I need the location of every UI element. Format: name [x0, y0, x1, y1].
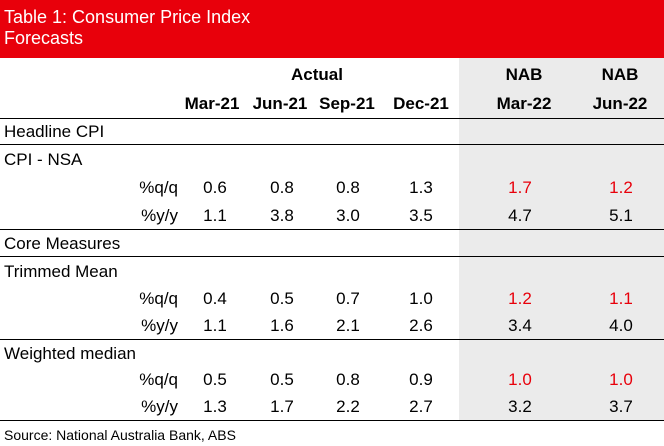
table-cell: 2.2: [336, 397, 360, 416]
group-label-cpi-nsa: CPI - NSA: [4, 150, 83, 169]
header-nab-2: NAB: [601, 65, 639, 84]
rule: [0, 339, 664, 340]
table-cell: 0.5: [203, 370, 227, 389]
table-cell: 3.7: [609, 397, 633, 416]
col-header-sep21: Sep-21: [319, 94, 375, 113]
table-cell: 1.1: [203, 206, 227, 225]
table-cell: 4.0: [609, 316, 633, 335]
table-cell: 2.1: [336, 316, 360, 335]
table-cell-forecast: 1.1: [609, 289, 633, 308]
table-cell: 1.3: [203, 397, 227, 416]
table-cell: 0.7: [336, 289, 360, 308]
table-cell: 0.8: [336, 370, 360, 389]
table-cell: 1.1: [203, 316, 227, 335]
table-cell: 3.2: [508, 397, 532, 416]
rule: [0, 229, 664, 230]
col-header-jun22: Jun-22: [592, 94, 648, 113]
bottom-rule: [0, 420, 664, 421]
table-cell: 1.0: [409, 289, 433, 308]
source-note: Source: National Australia Bank, ABS: [4, 427, 236, 443]
group-label-weighted-median: Weighted median: [4, 344, 136, 363]
table-cell: 4.7: [508, 206, 532, 225]
col-header-mar22: Mar-22: [496, 94, 552, 113]
section-headline-cpi: Headline CPI: [4, 122, 105, 141]
title-line-1: Table 1: Consumer Price Index: [4, 7, 251, 27]
table-title: Table 1: Consumer Price Index Forecasts: [0, 0, 664, 58]
table-cell: 3.5: [409, 206, 433, 225]
row-label-qq: %q/q: [139, 370, 178, 389]
table-cell: 0.9: [409, 370, 433, 389]
row-label-yy: %y/y: [141, 316, 178, 335]
table-cell: 0.5: [270, 370, 294, 389]
table-cell-forecast: 1.7: [508, 178, 532, 197]
col-header-dec21: Dec-21: [393, 94, 449, 113]
header-rule: [0, 118, 664, 119]
table-cell-forecast: 1.0: [508, 370, 532, 389]
col-header-jun21: Jun-21: [252, 94, 308, 113]
table-cell: 0.4: [203, 289, 227, 308]
table-cell: 0.8: [336, 178, 360, 197]
row-label-yy: %y/y: [141, 397, 178, 416]
table-cell: 3.8: [270, 206, 294, 225]
section-core-measures: Core Measures: [4, 234, 121, 253]
table-cell: 1.7: [270, 397, 294, 416]
row-label-yy: %y/y: [141, 206, 178, 225]
row-label-qq: %q/q: [139, 178, 178, 197]
table-cell: 1.3: [409, 178, 433, 197]
col-header-mar21: Mar-21: [184, 94, 240, 113]
table-cell-forecast: 1.2: [609, 178, 633, 197]
table-cell: 5.1: [609, 206, 633, 225]
header-nab-1: NAB: [505, 65, 543, 84]
table-cell: 3.4: [508, 316, 532, 335]
table-cell: 2.7: [409, 397, 433, 416]
table-cell: 1.6: [270, 316, 294, 335]
table-cell-forecast: 1.2: [508, 289, 532, 308]
table-cell: 0.5: [270, 289, 294, 308]
rule: [0, 144, 664, 145]
title-line-2: Forecasts: [4, 28, 84, 48]
group-label-trimmed-mean: Trimmed Mean: [4, 262, 118, 281]
table-cell-forecast: 1.0: [609, 370, 633, 389]
table-cell: 3.0: [336, 206, 360, 225]
table-cell: 0.6: [203, 178, 227, 197]
row-label-qq: %q/q: [139, 289, 178, 308]
table-cell: 0.8: [270, 178, 294, 197]
rule: [0, 256, 664, 257]
header-actual: Actual: [291, 65, 343, 84]
table-cell: 2.6: [409, 316, 433, 335]
